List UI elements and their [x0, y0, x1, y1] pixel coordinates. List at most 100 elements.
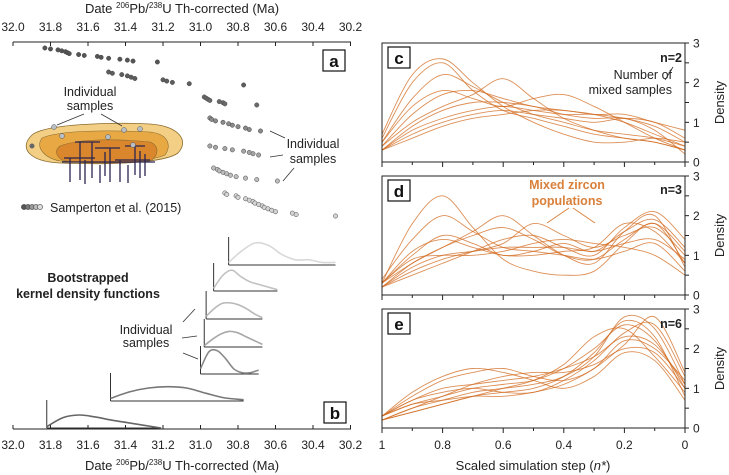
individual-samples-label-a-left: Individual samples	[64, 85, 117, 113]
label-box	[387, 312, 411, 335]
data-point	[42, 45, 48, 51]
density-curve	[382, 238, 685, 288]
bottom-tick-label: 31.8	[39, 438, 63, 452]
note-line: populations	[532, 194, 603, 208]
data-point	[246, 127, 252, 133]
data-point	[235, 124, 241, 130]
data-point	[233, 174, 239, 180]
bottom-tick-label: 32.0	[1, 438, 25, 452]
title-part: U Th-corrected (Ma)	[162, 1, 279, 16]
title-sup: 238	[149, 1, 163, 10]
note-leader-line	[664, 66, 674, 81]
kde-curve	[46, 414, 162, 429]
data-point	[207, 143, 213, 149]
data-point	[250, 151, 256, 157]
data-point	[333, 213, 338, 219]
panel-e: 0 1 2 3 Density e	[381, 303, 727, 436]
density-curve	[382, 109, 685, 151]
bottom-tick-label: 30.4	[301, 438, 325, 452]
kde-curve	[203, 330, 263, 347]
mixed-zircon-leader-lines	[546, 207, 596, 224]
bottom-tick-label: 30.2	[339, 438, 363, 452]
simulation-panels: 0 1 2 3 Density c 0 1 2 3 Density d 0 1 2 3 Density e 1 0.8…	[379, 37, 727, 453]
curves-e	[382, 314, 685, 421]
x-tick-label: 0.6	[495, 438, 512, 452]
data-point	[229, 147, 235, 153]
label-line: samples	[290, 152, 337, 166]
bottom-axis-title: Date 206Pb/238U Th-corrected (Ma)	[85, 458, 279, 473]
panel-e-n: n=6	[660, 317, 682, 331]
right-xaxis-title: Scaled simulation step (n*)	[456, 458, 611, 473]
panel-d-label: d	[387, 179, 411, 202]
bottom-tick-label: 31.4	[114, 438, 138, 452]
label-line: Individual	[64, 85, 117, 99]
top-tick-label: 31.8	[39, 20, 63, 34]
bottom-tick-label: 31.0	[189, 438, 213, 452]
y-axis-title: Density	[712, 80, 727, 124]
note-line: mixed samples	[589, 83, 672, 97]
data-point	[256, 152, 262, 158]
curves-c	[382, 58, 685, 155]
density-curve	[382, 222, 685, 284]
panel-d: 0 1 2 3 Density d	[381, 170, 727, 303]
data-point	[106, 55, 112, 61]
y-tick-label: 2	[693, 342, 700, 356]
top-tick-label: 31.4	[114, 20, 138, 34]
x-tick-label: 0	[682, 438, 689, 452]
title-sup: 206	[116, 1, 130, 10]
data-point	[241, 148, 247, 154]
title-part: Pb/	[129, 458, 149, 473]
label-text: d	[394, 182, 404, 201]
label-line: samples	[67, 99, 114, 113]
data-point	[293, 212, 299, 218]
density-curve	[382, 346, 685, 421]
label-box	[387, 179, 411, 202]
density-curve	[382, 319, 685, 421]
bottom-tick-label: 30.8	[226, 438, 250, 452]
title-part: U Th-corrected (Ma)	[162, 458, 279, 473]
data-point	[186, 81, 192, 87]
y-tick-label: 0	[693, 422, 700, 436]
data-point	[48, 46, 53, 52]
xlabel-part: Scaled simulation step (	[456, 458, 595, 473]
density-curve	[382, 351, 685, 417]
density-curve	[382, 339, 685, 417]
density-curve	[382, 315, 685, 417]
x-tick-label: 1	[379, 438, 386, 452]
kde-curve	[212, 269, 278, 291]
kde-title: Bootstrapped kernel density functions	[16, 271, 160, 301]
data-point	[213, 118, 218, 124]
svg-text:b: b	[330, 404, 340, 423]
legend-label: Samperton et al. (2015)	[50, 201, 181, 215]
y-tick-label: 2	[693, 76, 700, 90]
data-point	[169, 79, 175, 85]
data-point	[222, 146, 228, 152]
top-tick-label: 30.6	[264, 20, 288, 34]
curves-d	[382, 195, 685, 288]
data-point	[220, 119, 226, 125]
leader-lines-a-right	[269, 130, 295, 182]
bottom-tick-label: 31.2	[151, 438, 175, 452]
panel-c: 0 1 2 3 Density c	[381, 37, 727, 170]
density-curve	[382, 74, 685, 147]
number-of-mixed-samples-note: Number of mixed samples	[589, 68, 673, 97]
density-curve	[382, 239, 685, 284]
individual-samples-label-b: Individual samples	[120, 323, 173, 350]
y-tick-label: 0	[693, 156, 700, 170]
data-point	[154, 59, 160, 65]
kde-curve	[205, 301, 263, 319]
top-tick-label: 30.4	[301, 20, 325, 34]
data-point	[124, 57, 130, 63]
top-tick-label: 31.2	[151, 20, 175, 34]
data-point	[76, 52, 82, 57]
label-line: samples	[123, 336, 170, 350]
data-point	[98, 54, 104, 60]
data-point	[132, 76, 138, 81]
top-axis-title: Date 206Pb/238U Th-corrected (Ma)	[85, 1, 279, 16]
panel-c-n: n=2	[660, 51, 682, 65]
density-curve	[382, 314, 685, 421]
kde-curve	[228, 241, 336, 264]
y-tick-label: 0	[693, 289, 700, 303]
x-tick-label: 0.4	[555, 438, 572, 452]
